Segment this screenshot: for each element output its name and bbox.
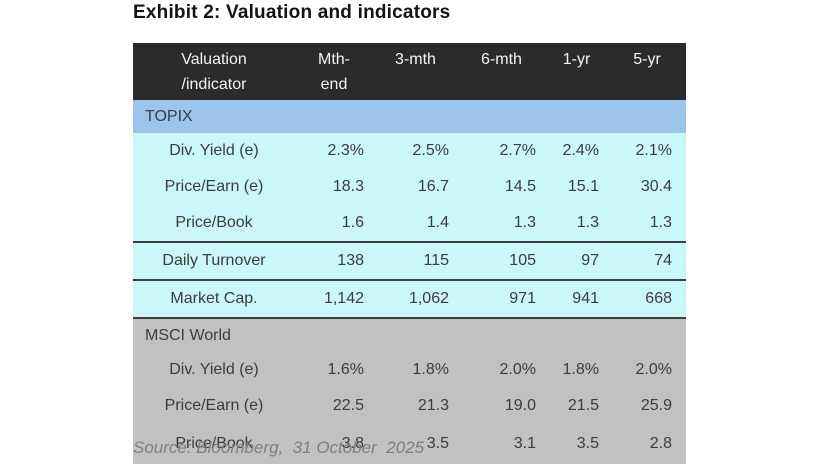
table-row: Div. Yield (e) 2.3% 2.5% 2.7% 2.4% 2.1%: [133, 133, 686, 169]
column-header-5yr: 5-yr: [608, 43, 686, 100]
value-cell: 3.1: [458, 424, 545, 464]
value-cell: 2.8: [608, 424, 686, 464]
value-cell: 1,062: [373, 279, 458, 319]
value-cell: 21.5: [545, 388, 608, 424]
value-cell: 3.5: [373, 424, 458, 464]
table-row: Price/Earn (e) 22.5 21.3 19.0 21.5 25.9: [133, 388, 686, 424]
value-cell: 668: [608, 279, 686, 319]
value-cell: 25.9: [608, 388, 686, 424]
value-cell: 1.3: [608, 205, 686, 242]
section-header-msci-world: MSCI World: [133, 318, 686, 352]
source-note: Source: Bloomberg, 31 October 2025: [133, 438, 425, 457]
row-label: Daily Turnover: [133, 241, 295, 280]
column-header-3mth: 3-mth: [373, 43, 458, 100]
column-header-mth-end: Mth-end: [295, 43, 373, 100]
value-cell: 1.4: [373, 205, 458, 242]
value-cell: 74: [608, 241, 686, 280]
value-cell: 1.6%: [295, 352, 373, 388]
table-row: Div. Yield (e) 1.6% 1.8% 2.0% 1.8% 2.0%: [133, 352, 686, 388]
value-cell: 2.4%: [545, 133, 608, 169]
table-row: Market Cap. 1,142 1,062 971 941 668: [133, 279, 686, 319]
row-label: Price/Book: [133, 424, 295, 464]
value-cell: 1.6: [295, 205, 373, 242]
column-header-1yr: 1-yr: [545, 43, 608, 100]
table-row: Price/Earn (e) 18.3 16.7 14.5 15.1 30.4: [133, 169, 686, 205]
value-cell: 2.7%: [458, 133, 545, 169]
exhibit-title: Exhibit 2: Valuation and indicators: [133, 2, 451, 23]
section-label: TOPIX: [133, 100, 686, 133]
row-label: Price/Earn (e): [133, 388, 295, 424]
table-row: Price/Book 3.8 3.5 3.1 3.5 2.8: [133, 424, 686, 464]
value-cell: 2.0%: [608, 352, 686, 388]
value-cell: 1.3: [545, 205, 608, 242]
column-header-valuation-indicator: Valuation/indicator: [133, 43, 295, 100]
value-cell: 2.5%: [373, 133, 458, 169]
row-label: Div. Yield (e): [133, 352, 295, 388]
value-cell: 21.3: [373, 388, 458, 424]
value-cell: 14.5: [458, 169, 545, 205]
value-cell: 22.5: [295, 388, 373, 424]
value-cell: 1.3: [458, 205, 545, 242]
column-header-6mth: 6-mth: [458, 43, 545, 100]
row-label: Price/Earn (e): [133, 169, 295, 205]
value-cell: 971: [458, 279, 545, 319]
value-cell: 30.4: [608, 169, 686, 205]
value-cell: 18.3: [295, 169, 373, 205]
row-label: Market Cap.: [133, 279, 295, 319]
value-cell: 19.0: [458, 388, 545, 424]
value-cell: 3.8: [295, 424, 373, 464]
row-label: Div. Yield (e): [133, 133, 295, 169]
table-row: Daily Turnover 138 115 105 97 74: [133, 241, 686, 280]
value-cell: 97: [545, 241, 608, 280]
value-cell: 3.5: [545, 424, 608, 464]
row-label: Price/Book: [133, 205, 295, 242]
value-cell: 2.1%: [608, 133, 686, 169]
value-cell: 15.1: [545, 169, 608, 205]
value-cell: 1.8%: [545, 352, 608, 388]
value-cell: 138: [295, 241, 373, 280]
value-cell: 105: [458, 241, 545, 280]
table-header-row: Valuation/indicator Mth-end 3-mth 6-mth …: [133, 43, 686, 100]
value-cell: 2.3%: [295, 133, 373, 169]
table-row: Price/Book 1.6 1.4 1.3 1.3 1.3: [133, 205, 686, 242]
value-cell: 941: [545, 279, 608, 319]
value-cell: 1,142: [295, 279, 373, 319]
value-cell: 115: [373, 241, 458, 280]
value-cell: 1.8%: [373, 352, 458, 388]
valuation-table: Valuation/indicator Mth-end 3-mth 6-mth …: [133, 43, 686, 464]
value-cell: 2.0%: [458, 352, 545, 388]
section-label: MSCI World: [133, 318, 686, 352]
value-cell: 16.7: [373, 169, 458, 205]
section-header-topix: TOPIX: [133, 100, 686, 133]
